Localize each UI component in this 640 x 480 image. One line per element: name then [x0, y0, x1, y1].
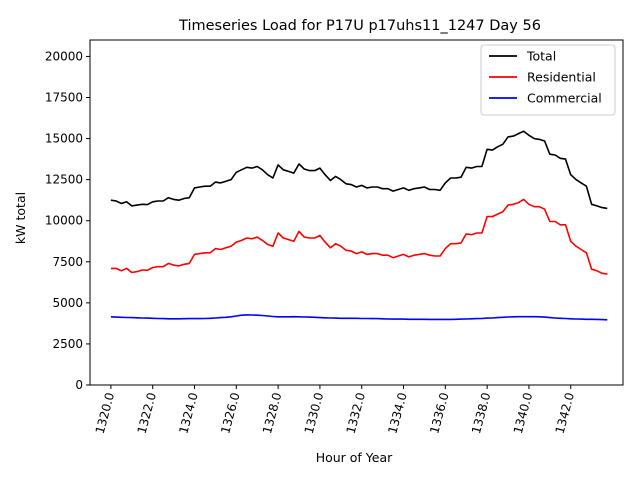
x-tick-label: 1342.0: [553, 391, 577, 435]
x-tick-label: 1324.0: [176, 391, 200, 435]
x-tick-label: 1320.0: [93, 391, 117, 435]
x-tick-label: 1330.0: [302, 391, 326, 435]
x-tick-label: 1328.0: [260, 391, 284, 435]
x-tick-label: 1340.0: [511, 391, 535, 435]
y-tick-label: 10000: [45, 214, 83, 228]
y-tick-label: 7500: [52, 255, 83, 269]
x-tick-label: 1322.0: [135, 391, 159, 435]
series-line-total: [110, 130, 608, 210]
plot-lines: [110, 130, 608, 321]
y-tick-label: 2500: [52, 337, 83, 351]
legend-label-total: Total: [526, 49, 556, 64]
y-tick-label: 17500: [45, 91, 83, 105]
x-tick-label: 1334.0: [385, 391, 409, 435]
chart-title: Timeseries Load for P17U p17uhs11_1247 D…: [178, 18, 541, 34]
y-tick-label: 0: [75, 378, 83, 392]
legend: Total Residential Commercial: [480, 44, 616, 116]
x-axis-label: Hour of Year: [316, 450, 393, 465]
x-tick-label: 1338.0: [469, 391, 493, 435]
y-tick-label: 12500: [45, 173, 83, 187]
y-axis: 0 2500 5000 7500 10000 12500 15000 17500 20000: [45, 49, 90, 392]
x-tick-label: 1336.0: [427, 391, 451, 435]
series-line-residential: [110, 198, 608, 275]
series-line-commercial: [110, 314, 608, 321]
y-axis-label: kW total: [13, 192, 28, 244]
x-tick-label: 1326.0: [218, 391, 242, 435]
y-tick-label: 15000: [45, 132, 83, 146]
axes-frame: [89, 39, 624, 386]
legend-label-residential: Residential: [527, 70, 596, 85]
y-tick-label: 20000: [45, 49, 83, 63]
legend-label-commercial: Commercial: [527, 91, 602, 106]
x-tick-label: 1332.0: [344, 391, 368, 435]
x-axis: 1320.0 1322.0 1324.0 1326.0 1328.0 1330.0 1332…: [93, 385, 577, 435]
y-tick-label: 5000: [52, 296, 83, 310]
